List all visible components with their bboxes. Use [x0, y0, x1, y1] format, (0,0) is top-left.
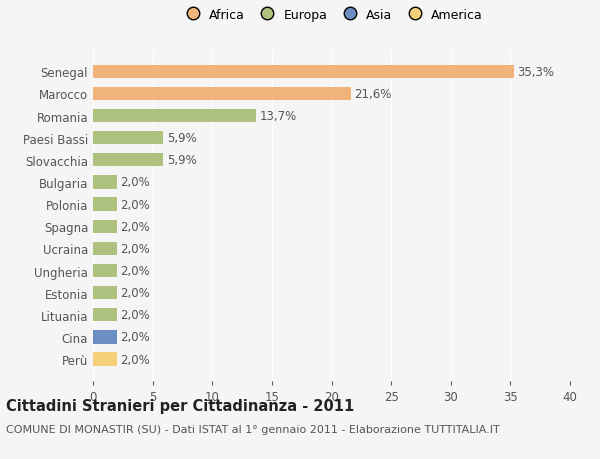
Text: 21,6%: 21,6% [354, 88, 392, 101]
Bar [93, 132, 163, 145]
Text: Cittadini Stranieri per Cittadinanza - 2011: Cittadini Stranieri per Cittadinanza - 2… [6, 398, 354, 413]
Text: COMUNE DI MONASTIR (SU) - Dati ISTAT al 1° gennaio 2011 - Elaborazione TUTTITALI: COMUNE DI MONASTIR (SU) - Dati ISTAT al … [6, 424, 500, 434]
Bar [93, 286, 117, 300]
Bar [93, 176, 117, 189]
Bar [93, 264, 117, 278]
Text: 5,9%: 5,9% [167, 132, 197, 145]
Text: 2,0%: 2,0% [121, 353, 150, 366]
Legend: Africa, Europa, Asia, America: Africa, Europa, Asia, America [175, 4, 488, 27]
Text: 2,0%: 2,0% [121, 198, 150, 211]
Text: 5,9%: 5,9% [167, 154, 197, 167]
Text: 13,7%: 13,7% [260, 110, 297, 123]
Bar [93, 242, 117, 256]
Text: 35,3%: 35,3% [518, 66, 554, 78]
Text: 2,0%: 2,0% [121, 286, 150, 300]
Bar [93, 198, 117, 211]
Bar [93, 330, 117, 344]
Bar [93, 308, 117, 322]
Bar [93, 110, 256, 123]
Bar [93, 154, 163, 167]
Text: 2,0%: 2,0% [121, 220, 150, 233]
Bar [93, 353, 117, 366]
Text: 2,0%: 2,0% [121, 242, 150, 255]
Text: 2,0%: 2,0% [121, 176, 150, 189]
Bar [93, 88, 350, 101]
Bar [93, 220, 117, 234]
Text: 2,0%: 2,0% [121, 308, 150, 322]
Bar [93, 66, 514, 79]
Text: 2,0%: 2,0% [121, 331, 150, 344]
Text: 2,0%: 2,0% [121, 264, 150, 277]
